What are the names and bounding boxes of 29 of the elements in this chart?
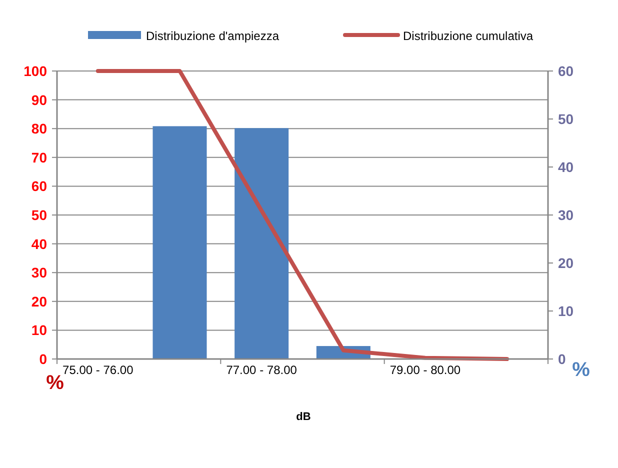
y-tick-label: 30: [31, 264, 48, 281]
x-tick-label: 77.00 - 78.00: [226, 363, 298, 377]
y2-tick-label: 40: [558, 159, 574, 175]
y2-tick-label: 50: [558, 111, 574, 127]
y-tick-label: 60: [31, 178, 48, 194]
line-series: [96, 69, 510, 361]
x-axis-title: dB: [296, 411, 311, 423]
legend-label: Distribuzione d'ampiezza: [146, 29, 280, 43]
y-tick-label: 0: [39, 351, 48, 367]
bar: [152, 126, 207, 359]
bar: [234, 128, 289, 359]
y-tick-label: 40: [31, 236, 48, 252]
y-tick-label: 100: [24, 63, 48, 79]
y2-tick-label: 60: [558, 63, 574, 79]
y2-tick-label: 20: [558, 255, 574, 271]
y2-axis-title: %: [572, 359, 590, 381]
y-tick-label: 10: [31, 322, 48, 338]
y-tick-label: 20: [31, 293, 48, 310]
y2-tick-label: 0: [558, 351, 566, 367]
x-tick-label: 79.00 - 80.00: [390, 363, 461, 377]
y-tick-label: 80: [31, 120, 48, 137]
y-tick-label: 70: [31, 149, 48, 166]
legend-label: Distribuzione cumulativa: [403, 29, 534, 43]
y-tick-label: 90: [31, 92, 48, 108]
y-axis-title: %: [46, 372, 64, 394]
y-tick-label: 50: [31, 207, 48, 223]
y2-tick-label: 30: [558, 207, 574, 223]
x-tick-label: 75.00 - 76.00: [62, 363, 134, 377]
y2-tick-label: 10: [558, 303, 574, 319]
